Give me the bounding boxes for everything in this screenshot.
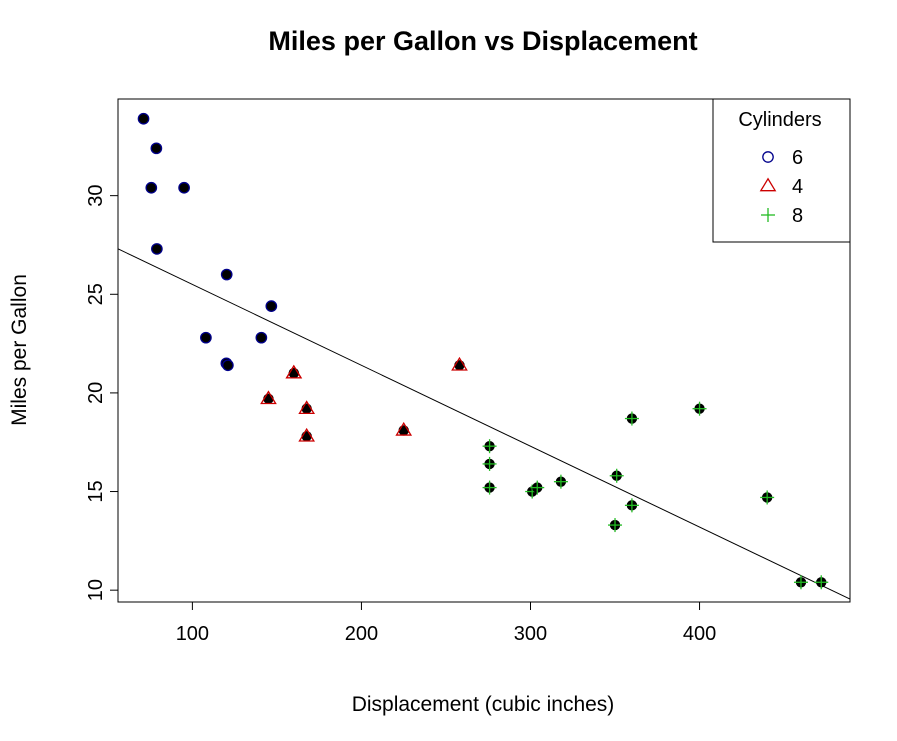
data-point [451,356,468,371]
data-point [298,400,316,415]
legend-label: 4 [792,176,803,198]
y-tick-label: 25 [85,283,107,305]
data-point [760,490,775,505]
y-tick-label: 10 [85,579,107,601]
regression-line [117,248,851,600]
y-tick-label: 30 [85,185,107,207]
data-point [692,401,707,416]
data-point [178,181,190,194]
data-point [793,575,808,590]
data-point [137,112,150,125]
y-tick-label: 15 [85,480,107,502]
legend-marker [762,151,774,163]
legend-marker [761,208,775,222]
x-axis-label: Displacement (cubic inches) [352,693,615,716]
legend-box [712,98,851,243]
data-point [260,390,277,405]
chart-title: Miles per Gallon vs Displacement [268,26,697,56]
data-points [137,112,829,590]
data-point [298,427,316,442]
data-point [482,456,497,471]
legend-label: 6 [792,147,803,169]
data-point [222,359,234,372]
data-point [285,364,303,379]
regression-line-group [117,248,851,600]
x-tick-label: 200 [345,623,378,645]
legend-marker [759,177,777,192]
x-axis: 100 200 300 400 [176,601,716,645]
x-tick-label: 400 [683,623,716,645]
y-axis-label: Miles per Gallon [8,274,31,426]
x-tick-label: 300 [514,623,547,645]
legend-label: 8 [792,205,803,227]
legend-title: Cylinders [738,109,821,131]
data-point [395,421,413,436]
data-point [151,243,163,255]
data-point [553,474,568,489]
data-point [145,181,158,194]
data-point [624,498,639,513]
data-point [482,480,497,495]
data-point [482,439,497,454]
data-point [530,480,545,495]
data-point [608,518,623,533]
legend: Cylinders 6 4 8 [712,98,851,243]
data-point [255,331,268,344]
x-tick-label: 100 [176,623,209,645]
data-point [220,268,233,281]
data-point [814,575,829,590]
data-point [200,331,212,344]
y-tick-label: 20 [85,382,107,404]
data-point [609,468,624,483]
y-axis: 10 15 20 25 30 [85,185,119,601]
data-point [150,142,163,155]
data-point [265,300,278,312]
data-point [624,411,639,426]
